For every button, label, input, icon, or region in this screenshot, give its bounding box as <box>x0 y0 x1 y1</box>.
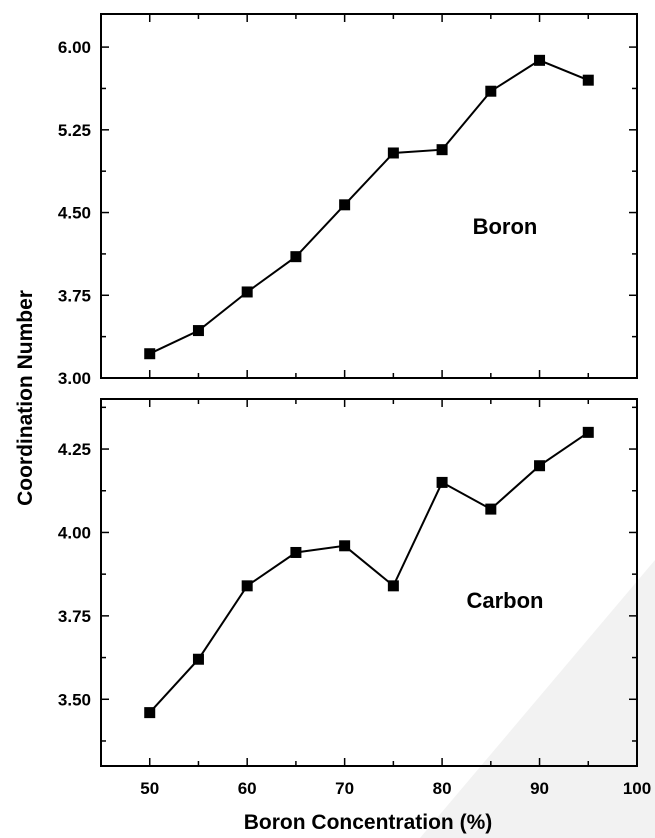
carbon-data-point <box>192 653 204 665</box>
carbon-data-point <box>582 426 594 438</box>
carbon-y-tick-label: 4.25 <box>58 440 91 459</box>
carbon-y-tick-label: 3.50 <box>58 690 91 709</box>
carbon-data-point <box>241 580 253 592</box>
carbon-plot-frame <box>100 398 638 767</box>
x-tick-label: 60 <box>238 779 257 798</box>
boron-data-point <box>485 85 497 97</box>
boron-panel: 3.00 3.75 4.50 5.25 6.00 Boron <box>58 13 638 388</box>
x-axis-title: Boron Concentration (%) <box>244 811 492 834</box>
carbon-y-tick-label: 4.00 <box>58 523 91 542</box>
boron-data-point <box>192 325 204 337</box>
boron-data-point <box>582 74 594 86</box>
x-tick-label: 100 <box>623 779 651 798</box>
carbon-panel: 3.50 3.75 4.00 4.25 Carbon <box>58 398 638 767</box>
carbon-data-point <box>436 476 448 488</box>
boron-data-point <box>387 147 399 159</box>
boron-series-line <box>149 59 589 355</box>
boron-y-tick-label: 4.50 <box>58 204 91 223</box>
carbon-panel-label: Carbon <box>467 588 544 613</box>
boron-y-tick-label: 3.75 <box>58 286 91 305</box>
boron-data-point <box>436 144 448 156</box>
carbon-series-line <box>148 431 589 714</box>
x-tick-label: 50 <box>140 779 159 798</box>
x-tick-label: 80 <box>433 779 452 798</box>
x-tick-label: 90 <box>530 779 549 798</box>
carbon-data-point <box>339 540 351 552</box>
carbon-data-point <box>485 503 497 515</box>
carbon-data-point <box>534 460 546 472</box>
x-tick-label: 70 <box>335 779 354 798</box>
boron-data-point <box>290 251 302 263</box>
y-axis-title: Coordination Number <box>14 290 37 506</box>
carbon-data-point <box>144 707 156 719</box>
boron-data-point <box>534 54 546 66</box>
boron-plot-frame <box>100 13 638 379</box>
boron-y-tick-label: 6.00 <box>58 38 91 57</box>
carbon-data-point <box>387 580 399 592</box>
carbon-y-tick-label: 3.75 <box>58 607 91 626</box>
x-axis-tick-labels: 50 60 70 80 90 100 <box>140 779 651 798</box>
boron-data-point <box>339 199 351 211</box>
boron-data-point <box>144 348 156 360</box>
corner-decoration <box>420 560 655 838</box>
carbon-data-point <box>290 546 302 558</box>
boron-panel-label: Boron <box>473 214 538 239</box>
boron-y-tick-label: 3.00 <box>58 369 91 388</box>
boron-data-point <box>241 286 253 298</box>
boron-y-tick-label: 5.25 <box>58 121 91 140</box>
